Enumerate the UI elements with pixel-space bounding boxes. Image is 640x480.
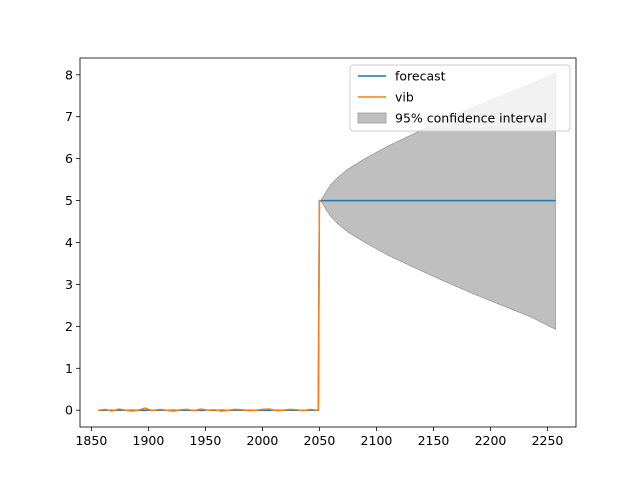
y-tick-label: 3: [65, 277, 73, 292]
legend-label: 95% confidence interval: [395, 111, 547, 126]
axes: 1850 1900 1950 2000 2050 2100 2150 2200 2250 0 1 2 3…: [65, 57, 577, 448]
y-tick-label: 0: [65, 403, 73, 418]
legend-label: forecast: [395, 69, 446, 84]
x-tick-label: 1950: [190, 433, 222, 448]
x-tick-label: 2150: [418, 433, 450, 448]
x-tick-label: 1900: [133, 433, 165, 448]
y-tick-label: 8: [65, 67, 73, 82]
x-tick-label: 2050: [304, 433, 336, 448]
y-tick-label: 7: [65, 109, 73, 124]
legend-swatch-confidence-interval: [357, 112, 387, 124]
y-tick-label: 2: [65, 319, 73, 334]
legend-box: [349, 64, 571, 132]
legend-label: vib: [395, 90, 414, 105]
y-tick-label: 5: [65, 193, 73, 208]
x-tick-label: 2100: [361, 433, 393, 448]
x-tick-label: 2250: [532, 433, 564, 448]
y-tick-label: 4: [65, 235, 73, 250]
x-tick-label: 1850: [75, 433, 107, 448]
x-tick-label: 2200: [475, 433, 507, 448]
y-tick-label: 6: [65, 151, 73, 166]
y-tick-label: 1: [65, 361, 73, 376]
legend: forecast vib 95% confidence interval: [349, 64, 571, 132]
plot-area: [98, 72, 556, 412]
x-tick-label: 2000: [247, 433, 279, 448]
series-line-vib: [98, 199, 321, 412]
